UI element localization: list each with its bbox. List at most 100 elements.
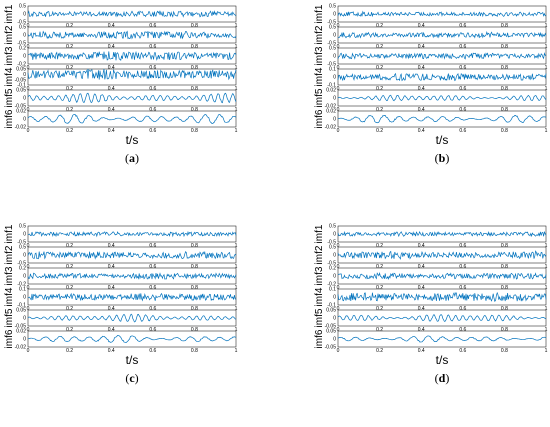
x-tick-label: 0.4	[108, 44, 115, 50]
y-tick-label: 0	[23, 232, 26, 238]
x-tick-label: 0.4	[418, 86, 425, 92]
signal-line	[27, 10, 237, 18]
x-tick-label: 0.8	[191, 243, 198, 249]
y-tick-label: 0.1	[19, 287, 26, 293]
x-tick-label: 0	[27, 285, 30, 291]
signal-line	[27, 292, 237, 302]
x-tick-label: 0.6	[459, 86, 466, 92]
caption-paren-close: )	[135, 371, 139, 385]
y-tick-label: -0.05	[325, 324, 337, 330]
signal-line	[27, 30, 237, 40]
x-tick-label: 0.2	[376, 327, 383, 333]
y-tick-label: 0	[23, 337, 26, 343]
series-label: imf3	[4, 46, 15, 65]
y-tick-label: -0.02	[325, 104, 337, 110]
x-tick-label: 0.8	[501, 65, 508, 71]
y-tick-label: -0.2	[327, 282, 336, 288]
x-tick-label: 0.6	[149, 243, 156, 249]
x-tick-label: 0	[337, 107, 340, 113]
x-tick-label: 0.2	[376, 65, 383, 71]
x-tick-label: 0.4	[418, 306, 425, 312]
x-tick-label: 0	[27, 44, 30, 50]
x-tick-label: 0.6	[459, 44, 466, 50]
x-tick-label: 0.2	[376, 23, 383, 29]
y-tick-label: 0.2	[19, 46, 26, 52]
x-axis-label: t/s	[436, 133, 449, 147]
series-label: imf6	[4, 329, 15, 348]
y-tick-label: 0	[333, 295, 336, 301]
y-tick-label: 0	[23, 12, 26, 18]
x-tick-label: 0.2	[376, 264, 383, 270]
signal-line	[337, 52, 547, 60]
signal-line	[27, 230, 237, 238]
x-tick-label: 1	[235, 86, 238, 92]
y-tick-label: 0	[333, 232, 336, 238]
x-tick-label: 0	[337, 348, 340, 354]
axes-box	[337, 47, 547, 65]
x-tick-label: 0.4	[418, 327, 425, 333]
y-tick-label: -0.5	[327, 20, 336, 26]
y-tick-label: 0.02	[326, 88, 336, 94]
panel-caption: (d)	[435, 371, 450, 385]
x-tick-label: 0.8	[501, 23, 508, 29]
caption-paren-close: )	[135, 151, 139, 165]
x-tick-label: 0.8	[501, 44, 508, 50]
x-tick-label: 0.6	[459, 128, 466, 134]
y-tick-label: 0.02	[16, 109, 26, 115]
x-tick-label: 1	[235, 23, 238, 29]
x-tick-label: 0.4	[108, 243, 115, 249]
x-tick-label: 0.6	[459, 107, 466, 113]
y-tick-label: 0.5	[19, 25, 26, 31]
x-tick-label: 0.4	[108, 285, 115, 291]
x-tick-label: 0.4	[418, 65, 425, 71]
axes-box	[337, 26, 547, 44]
y-tick-label: 0	[333, 12, 336, 18]
caption-paren-close: )	[445, 371, 449, 385]
x-tick-label: 1	[235, 44, 238, 50]
signal-line	[337, 114, 547, 124]
y-tick-label: -0.05	[15, 104, 27, 110]
y-tick-label: 0	[333, 54, 336, 60]
x-tick-label: 0.2	[66, 86, 73, 92]
x-tick-label: 1	[235, 285, 238, 291]
y-tick-label: -0.5	[17, 41, 26, 47]
x-tick-label: 1	[545, 23, 548, 29]
x-tick-label: 0.6	[149, 44, 156, 50]
x-tick-label: 0	[27, 306, 30, 312]
y-tick-label: -0.1	[327, 303, 336, 309]
signal-line	[27, 68, 237, 81]
signal-line	[337, 31, 547, 39]
x-tick-label: 0.2	[66, 128, 73, 134]
x-tick-label: 0	[27, 348, 30, 354]
x-tick-label: 0.4	[108, 348, 115, 354]
x-tick-label: 0.8	[191, 23, 198, 29]
x-tick-label: 1	[235, 128, 238, 134]
y-tick-label: 0.5	[329, 46, 336, 52]
axes-box	[337, 309, 547, 327]
caption-paren-open: (	[435, 371, 439, 385]
y-tick-label: 0.2	[329, 266, 336, 272]
x-tick-label: 0	[27, 65, 30, 71]
axes-box	[27, 89, 237, 107]
y-tick-label: 0.05	[326, 329, 336, 335]
axes-box	[27, 288, 237, 306]
axes-box	[337, 225, 547, 243]
x-tick-label: 0.8	[191, 44, 198, 50]
y-tick-label: 0	[23, 96, 26, 102]
x-tick-label: 1	[235, 327, 238, 333]
y-tick-label: 0	[333, 274, 336, 280]
x-tick-label: 0.4	[108, 65, 115, 71]
x-tick-label: 0.8	[501, 243, 508, 249]
caption-letter: c	[129, 371, 135, 385]
axes-box	[27, 68, 237, 86]
